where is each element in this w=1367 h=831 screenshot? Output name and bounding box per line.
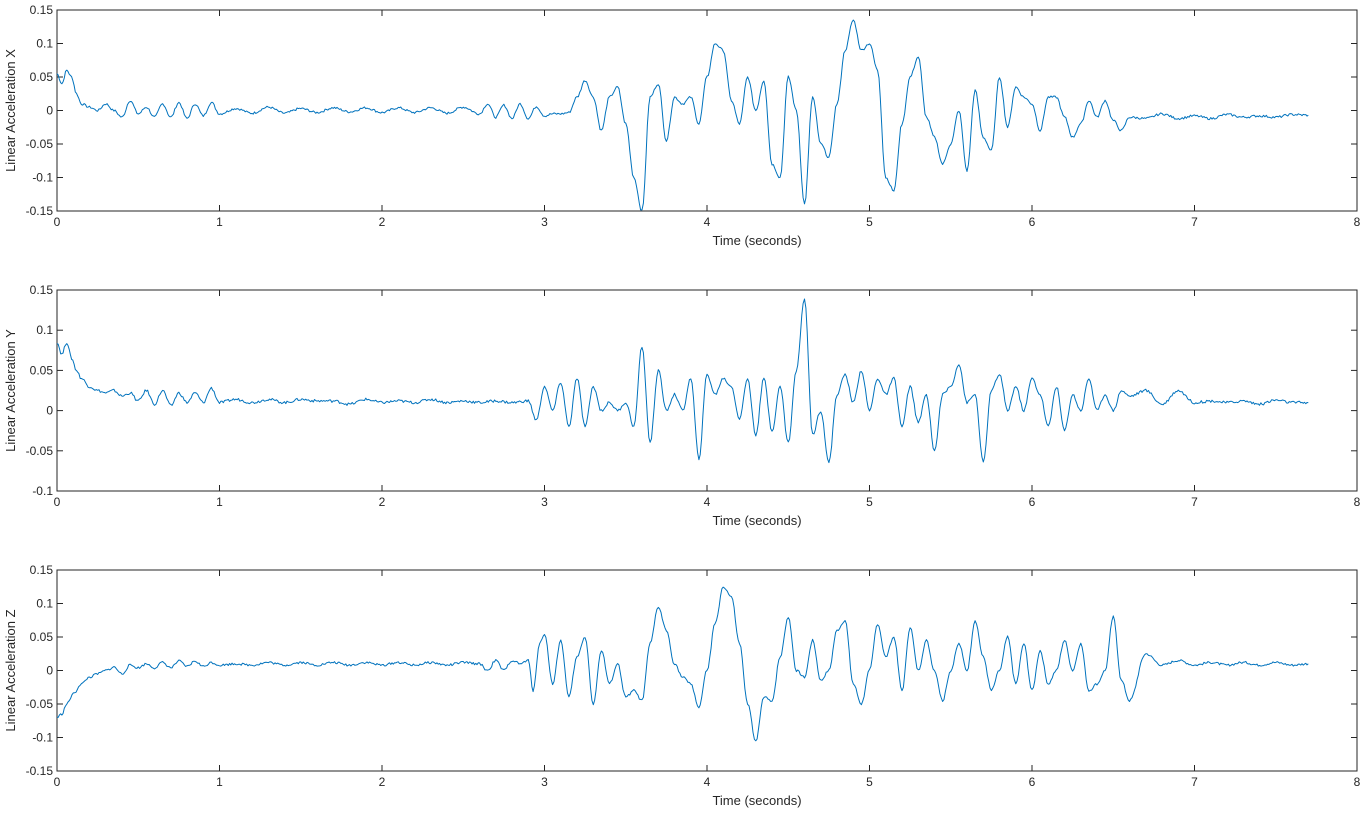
x-tick-label-z: 2	[379, 775, 386, 789]
y-tick-label-z: 0	[46, 664, 53, 678]
x-tick-label-z: 4	[704, 775, 711, 789]
x-tick-label-x: 7	[1191, 215, 1198, 229]
y-tick-label-z: -0.05	[26, 697, 54, 711]
chart-y: 0 1 2 3 4 5 6 7 8 -0.1 -0.05 0 0.05 0.1 0.15 Time (seco…	[3, 283, 1361, 528]
x-tick-label-z: 7	[1191, 775, 1198, 789]
x-tick-label-y: 6	[1029, 495, 1036, 509]
x-tick-label-y: 5	[866, 495, 873, 509]
series-line-z	[56, 586, 1309, 742]
x-tick-label-y: 1	[216, 495, 223, 509]
y-axis-label-x: Linear Acceleration X	[3, 49, 18, 172]
x-tick-label-z: 0	[54, 775, 61, 789]
x-tick-label-x: 0	[54, 215, 61, 229]
y-tick-label-z: -0.1	[32, 731, 53, 745]
y-tick-label-z: -0.15	[26, 764, 54, 778]
x-tick-label-z: 1	[216, 775, 223, 789]
y-tick-label-z: 0.15	[30, 563, 54, 577]
x-tick-label-x: 6	[1029, 215, 1036, 229]
series-line-y	[56, 298, 1309, 464]
chart-x: 0 1 2 3 4 5 6 7 8 -0.15 -0.1 -0.05 0 0.05 0.1 0.15 Time …	[3, 3, 1361, 248]
x-tick-label-x: 2	[379, 215, 386, 229]
y-tick-label-x: 0.1	[36, 37, 53, 51]
subplot-x: 0 1 2 3 4 5 6 7 8 -0.15 -0.1 -0.05 0 0.05 0.1 0.15 Time …	[0, 0, 1367, 271]
x-tick-label-z: 5	[866, 775, 873, 789]
x-tick-label-z: 8	[1354, 775, 1361, 789]
x-tick-label-x: 1	[216, 215, 223, 229]
axes-box-y	[56, 289, 1358, 492]
x-tick-label-y: 2	[379, 495, 386, 509]
subplot-y: 0 1 2 3 4 5 6 7 8 -0.1 -0.05 0 0.05 0.1 0.15 Time (seco…	[0, 280, 1367, 551]
y-tick-label-z: 0.1	[36, 597, 53, 611]
y-tick-label-y: 0	[46, 404, 53, 418]
x-axis-label-x: Time (seconds)	[712, 233, 801, 248]
subplot-z: 0 1 2 3 4 5 6 7 8 -0.15 -0.1 -0.05 0 0.05 0.1 0.15 Time …	[0, 560, 1367, 831]
x-tick-label-y: 8	[1354, 495, 1361, 509]
y-tick-label-x: -0.1	[32, 171, 53, 185]
axes-box-x	[56, 9, 1358, 212]
plot-area-x: 0 1 2 3 4 5 6 7 8 -0.15 -0.1 -0.05 0 0.05 0.1 0.15 Time …	[3, 3, 1361, 248]
y-tick-label-y: -0.1	[32, 484, 53, 498]
y-tick-label-y: 0.1	[36, 323, 53, 337]
x-tick-label-y: 7	[1191, 495, 1198, 509]
y-axis-label-z: Linear Acceleration Z	[3, 609, 18, 731]
x-tick-label-x: 5	[866, 215, 873, 229]
x-axis-label-y: Time (seconds)	[712, 513, 801, 528]
y-tick-label-y: 0.15	[30, 283, 54, 297]
y-tick-label-y: -0.05	[26, 444, 54, 458]
y-tick-label-y: 0.05	[30, 363, 54, 377]
y-tick-label-x: 0	[46, 104, 53, 118]
y-tick-label-x: -0.05	[26, 137, 54, 151]
x-tick-label-z: 3	[541, 775, 548, 789]
x-axis-label-z: Time (seconds)	[712, 793, 801, 808]
y-tick-label-x: -0.15	[26, 204, 54, 218]
x-tick-label-y: 4	[704, 495, 711, 509]
plot-area-y: 0 1 2 3 4 5 6 7 8 -0.1 -0.05 0 0.05 0.1 0.15 Time (seco…	[3, 283, 1361, 528]
series-line-x	[56, 19, 1309, 211]
y-axis-label-y: Linear Acceleration Y	[3, 329, 18, 452]
chart-z: 0 1 2 3 4 5 6 7 8 -0.15 -0.1 -0.05 0 0.05 0.1 0.15 Time …	[3, 563, 1361, 808]
y-tick-label-x: 0.15	[30, 3, 54, 17]
x-tick-label-x: 3	[541, 215, 548, 229]
x-tick-label-y: 3	[541, 495, 548, 509]
x-tick-label-z: 6	[1029, 775, 1036, 789]
x-tick-label-y: 0	[54, 495, 61, 509]
x-tick-label-x: 4	[704, 215, 711, 229]
y-tick-label-x: 0.05	[30, 70, 54, 84]
plot-area-z: 0 1 2 3 4 5 6 7 8 -0.15 -0.1 -0.05 0 0.05 0.1 0.15 Time …	[3, 563, 1361, 808]
y-tick-label-z: 0.05	[30, 630, 54, 644]
x-tick-label-x: 8	[1354, 215, 1361, 229]
